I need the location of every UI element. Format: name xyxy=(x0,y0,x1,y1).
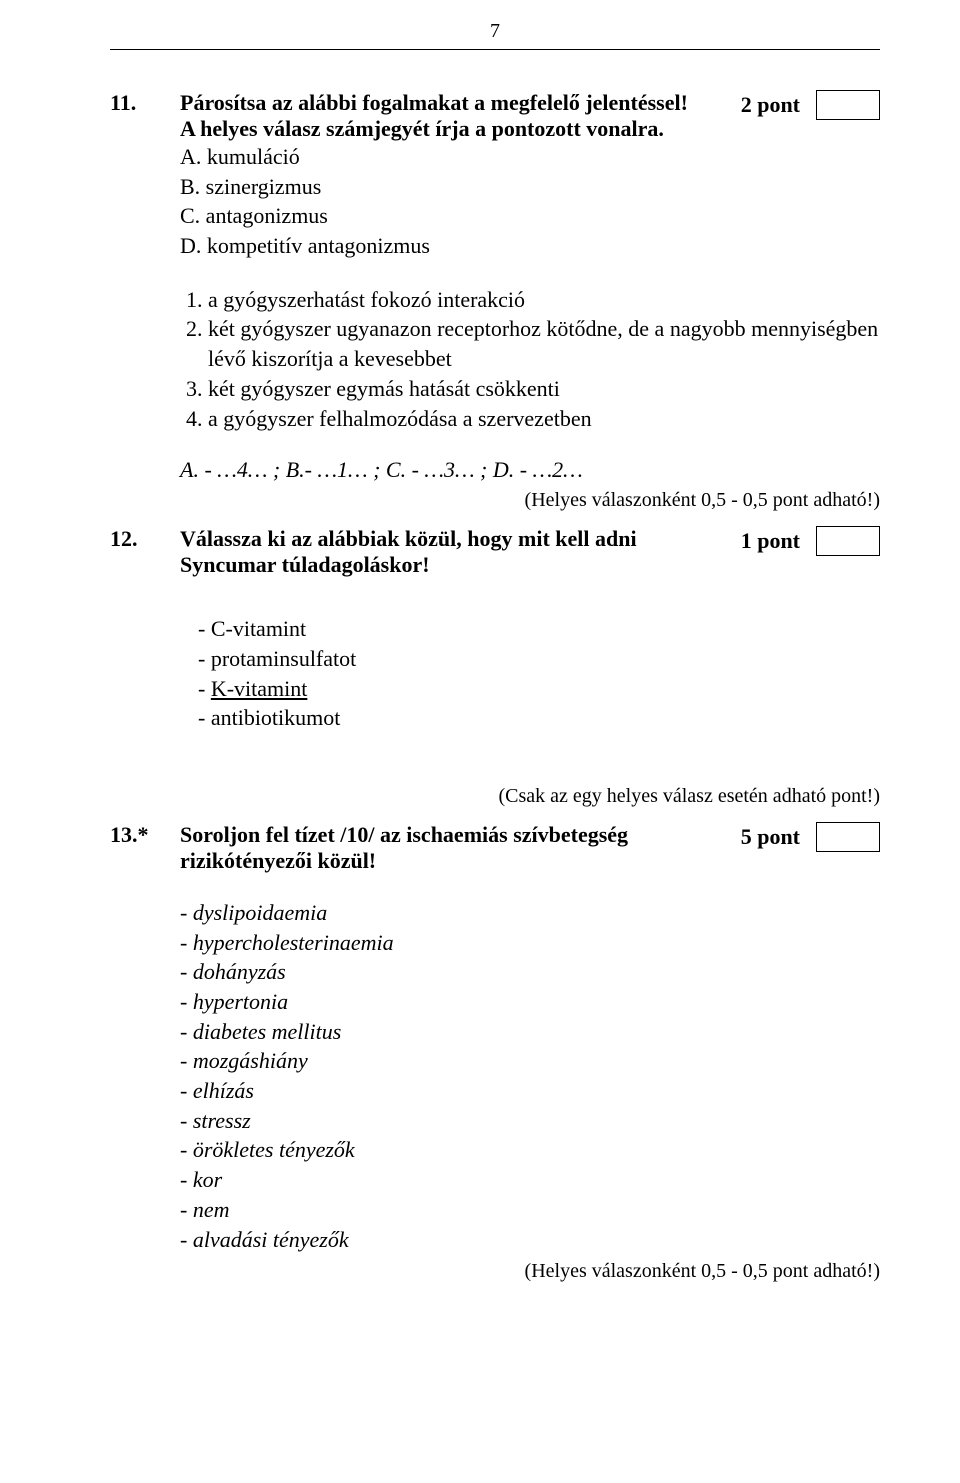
q11-title: Párosítsa az alábbi fogalmakat a megfele… xyxy=(180,90,729,142)
q12-title: Válassza ki az alábbiak közül, hogy mit … xyxy=(180,526,729,578)
q11-stmt-2: két gyógyszer ugyanazon receptorhoz kötő… xyxy=(208,314,880,373)
q11-opt-d: D. kompetitív antagonizmus xyxy=(180,231,880,261)
q13-ans-6: - elhízás xyxy=(180,1076,880,1106)
q13-ans-11: - alvadási tényezők xyxy=(180,1225,880,1255)
q13-ans-1: - hypercholesterinaemia xyxy=(180,928,880,958)
q13-header: 13.* Soroljon fel tízet /10/ az ischaemi… xyxy=(110,822,880,874)
q12-opt-d: antibiotikumot xyxy=(180,703,880,733)
q12-note: (Csak az egy helyes válasz esetén adható… xyxy=(110,785,880,808)
q13-number: 13.* xyxy=(110,822,180,848)
q12-opt-c: K-vitamint xyxy=(180,674,880,704)
q11-title-line1: Párosítsa az alábbi fogalmakat a megfele… xyxy=(180,90,688,115)
q13-title: Soroljon fel tízet /10/ az ischaemiás sz… xyxy=(180,822,729,874)
q13-score-box[interactable] xyxy=(816,822,880,852)
q11-opt-a: A. kumuláció xyxy=(180,142,880,172)
q11-opt-b: B. szinergizmus xyxy=(180,172,880,202)
q11-header: 11. Párosítsa az alábbi fogalmakat a meg… xyxy=(110,90,880,142)
q13-ans-5: - mozgáshiány xyxy=(180,1046,880,1076)
q11-options: A. kumuláció B. szinergizmus C. antagoni… xyxy=(180,142,880,261)
q12-options: C-vitamint protaminsulfatot K-vitamint a… xyxy=(180,614,880,733)
q13-title-line1: Soroljon fel tízet /10/ az ischaemiás sz… xyxy=(180,822,628,847)
q11-stmt-1: a gyógyszerhatást fokozó interakció xyxy=(208,285,880,315)
q11-stmt-4: a gyógyszer felhalmozódása a szervezetbe… xyxy=(208,404,880,434)
q13-points: 5 pont xyxy=(741,824,800,850)
q11-score-box[interactable] xyxy=(816,90,880,120)
q13-note: (Helyes válaszonként 0,5 - 0,5 pont adha… xyxy=(110,1260,880,1283)
q11-title-line2: A helyes válasz számjegyét írja a pontoz… xyxy=(180,116,664,141)
q13-title-line2: rizikótényezői közül! xyxy=(180,848,376,873)
q12-opt-a: C-vitamint xyxy=(180,614,880,644)
q12-number: 12. xyxy=(110,526,180,552)
q13-ans-8: - örökletes tényezők xyxy=(180,1135,880,1165)
q12-opt-c-text: K-vitamint xyxy=(211,676,308,701)
q12-points: 1 pont xyxy=(741,528,800,554)
q11-answer-key: A. - …4… ; B.- …1… ; C. - …3… ; D. - …2… xyxy=(180,457,880,483)
q12-title-line2: Syncumar túladagoláskor! xyxy=(180,552,430,577)
q11-note: (Helyes válaszonként 0,5 - 0,5 pont adha… xyxy=(110,489,880,512)
q13-ans-9: - kor xyxy=(180,1165,880,1195)
q11-points: 2 pont xyxy=(741,92,800,118)
q13-ans-0: - dyslipoidaemia xyxy=(180,898,880,928)
q13-answers: - dyslipoidaemia - hypercholesterinaemia… xyxy=(180,898,880,1254)
q11-statements: a gyógyszerhatást fokozó interakció két … xyxy=(180,285,880,433)
q13-ans-10: - nem xyxy=(180,1195,880,1225)
page-number: 7 xyxy=(110,20,880,43)
q11-number: 11. xyxy=(110,90,180,116)
q12-opt-b: protaminsulfatot xyxy=(180,644,880,674)
q12-title-line1: Válassza ki az alábbiak közül, hogy mit … xyxy=(180,526,637,551)
q11-stmt-3: két gyógyszer egymás hatását csökkenti xyxy=(208,374,880,404)
q13-ans-2: - dohányzás xyxy=(180,957,880,987)
q13-ans-7: - stressz xyxy=(180,1106,880,1136)
q12-header: 12. Válassza ki az alábbiak közül, hogy … xyxy=(110,526,880,578)
q11-opt-c: C. antagonizmus xyxy=(180,201,880,231)
q13-ans-3: - hypertonia xyxy=(180,987,880,1017)
q12-score-box[interactable] xyxy=(816,526,880,556)
q13-ans-4: - diabetes mellitus xyxy=(180,1017,880,1047)
hr-top xyxy=(110,49,880,50)
